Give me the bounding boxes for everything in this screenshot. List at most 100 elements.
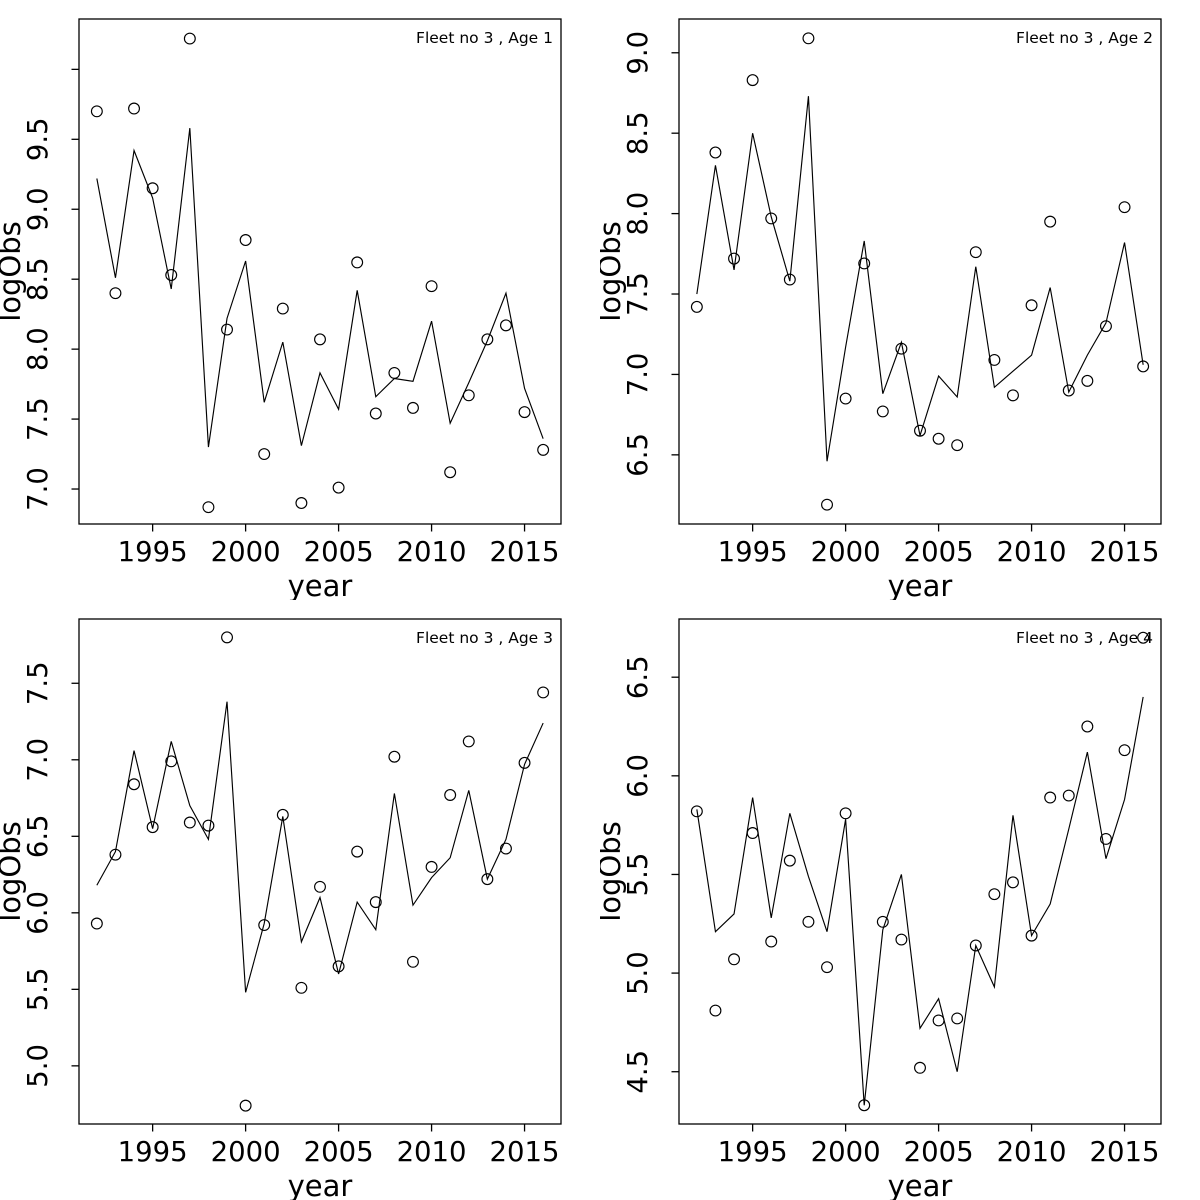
fit-line [96, 701, 544, 993]
y-tick-label: 7.0 [622, 353, 654, 397]
y-tick-label: 4.5 [622, 1050, 654, 1094]
observation-point [165, 755, 178, 768]
panel-title: Fleet no 3 , Age 3 [416, 629, 553, 647]
panel-fleet3-age1: 1995 2000 2005 2010 2015 7.0 7.5 8.0 8.5 9.0 9.5 ye… [0, 0, 600, 600]
observation-point [876, 915, 889, 928]
panel-fleet3-age4: 1995 2000 2005 2010 2015 4.5 5.0 5.5 6.0 6.5 year l… [600, 600, 1200, 1200]
observation-point [932, 432, 945, 445]
observation-point [90, 105, 103, 118]
observation-point [462, 389, 475, 402]
fit-line [96, 128, 544, 448]
observation-point [802, 915, 815, 928]
observation-point [895, 342, 908, 355]
y-tick-label: 7.5 [622, 272, 654, 316]
observation-point [351, 256, 364, 269]
observation-point [146, 182, 159, 195]
observation-point [1044, 215, 1057, 228]
x-tick-label: 2000 [811, 536, 881, 568]
observation-point [314, 880, 326, 893]
observation-point [388, 366, 401, 379]
y-axis-title: logObs [600, 221, 627, 322]
panel-fleet3-age3: 1995 2000 2005 2010 2015 5.0 5.5 6.0 6.5 7.0 7.5 ye… [0, 600, 600, 1200]
y-axis-title: logObs [600, 821, 627, 922]
x-tick-label: 2015 [1090, 536, 1160, 568]
observation-point [1118, 744, 1131, 757]
panel-title: Fleet no 3 , Age 4 [1016, 629, 1153, 647]
observation-point [821, 961, 833, 974]
y-tick-label: 5.0 [622, 951, 654, 995]
observation-point [765, 212, 778, 225]
y-tick-label: 8.0 [622, 192, 654, 236]
observation-point [518, 406, 531, 419]
observation-point [537, 443, 550, 456]
y-tick-label: 8.5 [22, 257, 54, 301]
observation-point [709, 146, 722, 159]
observation-point [295, 497, 308, 509]
observation-point [802, 32, 815, 45]
x-tick-label: 2005 [304, 1136, 374, 1168]
x-tick-label: 1995 [718, 536, 788, 568]
observation-point [1007, 389, 1019, 402]
plot-box [678, 18, 1162, 525]
y-tick-label: 8.0 [22, 327, 54, 371]
panel-title: Fleet no 3 , Age 2 [1016, 29, 1153, 47]
observation-point [969, 246, 982, 259]
y-tick-label: 7.0 [22, 467, 54, 511]
observation-point [221, 631, 233, 644]
y-axis-title: logObs [0, 221, 27, 322]
observation-point [1044, 791, 1057, 804]
observation-point [1062, 789, 1075, 802]
observation-point [914, 1061, 926, 1074]
observation-point [1137, 360, 1150, 373]
observation-point [1007, 876, 1019, 889]
observation-point [202, 819, 215, 832]
observation-point [1025, 299, 1038, 312]
observation-point [499, 319, 512, 332]
observation-point [988, 888, 1001, 901]
x-tick-label: 2010 [997, 1136, 1067, 1168]
observation-point [914, 424, 926, 437]
observation-point [728, 953, 741, 966]
observation-point [728, 252, 741, 265]
observation-point [1099, 832, 1112, 845]
observation-point [221, 323, 233, 336]
observation-point [369, 896, 382, 909]
y-tick-label: 5.5 [22, 967, 54, 1011]
x-axis-title: year [888, 569, 953, 600]
observation-point [1081, 374, 1094, 387]
y-tick-label: 6.0 [22, 891, 54, 935]
observation-point [783, 273, 796, 286]
x-tick-label: 2000 [211, 536, 281, 568]
y-tick-label: 9.5 [22, 117, 54, 161]
observation-point [1137, 631, 1150, 644]
panel-background [600, 0, 1200, 600]
x-axis-title: year [288, 569, 353, 600]
observation-point [407, 401, 419, 414]
x-tick-label: 2010 [397, 536, 467, 568]
x-tick-label: 2010 [997, 536, 1067, 568]
x-tick-label: 2015 [490, 536, 560, 568]
observation-point [839, 392, 852, 405]
x-tick-label: 2005 [304, 536, 374, 568]
observation-point [276, 808, 289, 821]
chart-svg-age3: 1995 2000 2005 2010 2015 5.0 5.5 6.0 6.5 7.0 7.5 ye… [0, 600, 600, 1200]
y-tick-label: 9.0 [622, 31, 654, 75]
observation-point [165, 269, 178, 281]
y-tick-label: 6.0 [622, 754, 654, 798]
chart-svg-age2: 1995 2000 2005 2010 2015 6.5 7.0 7.5 8.0 8.5 9.0 ye… [600, 0, 1200, 600]
y-tick-label: 9.0 [22, 187, 54, 231]
plot-box [78, 618, 562, 1125]
y-tick-label: 7.0 [22, 738, 54, 782]
observation-point [369, 407, 382, 420]
x-tick-label: 1995 [718, 1136, 788, 1168]
observation-point [276, 302, 289, 315]
x-tick-label: 1995 [118, 536, 188, 568]
observation-point [690, 300, 703, 313]
observation-point [1118, 201, 1131, 214]
x-axis-title: year [888, 1169, 953, 1200]
y-tick-label: 8.5 [622, 111, 654, 155]
observation-point [690, 805, 703, 818]
observation-point [1099, 320, 1112, 333]
observation-point [128, 102, 141, 115]
